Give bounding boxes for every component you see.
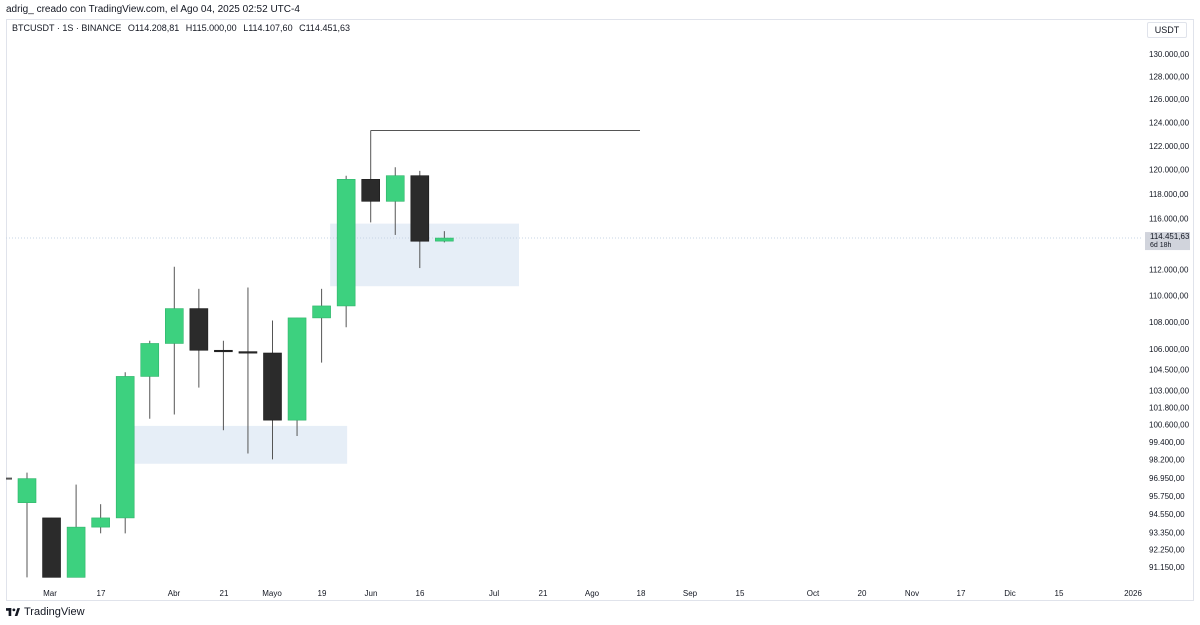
candle-body bbox=[66, 526, 86, 578]
candle-body bbox=[115, 376, 135, 519]
price-tag-bg bbox=[1145, 232, 1190, 251]
open-value: O114.208,81 bbox=[127, 23, 180, 33]
currency-button[interactable]: USDT bbox=[1147, 22, 1187, 38]
candle-body bbox=[263, 352, 282, 421]
price-axis: 130.000,00 128.000,00 126.000,00 124.000,00… bbox=[1149, 50, 1190, 572]
candle-body bbox=[238, 351, 258, 354]
time-tick-label: Nov bbox=[905, 589, 919, 598]
price-tick-label: 95.750,00 bbox=[1149, 492, 1185, 501]
time-axis: Mar 17 Abr 21 Mayo 19 Jun 16 Jul 21 Ago 18 Sep 15 Oct 2… bbox=[43, 589, 1142, 598]
price-tick-label: 104.500,00 bbox=[1149, 366, 1190, 375]
chart-frame bbox=[6, 19, 1194, 601]
ohlc-legend: BTCUSDT · 1S · BINANCE O114.208,81 H115.… bbox=[12, 23, 354, 33]
price-tick-label: 103.000,00 bbox=[1149, 386, 1190, 395]
price-tick-label: 122.000,00 bbox=[1149, 142, 1190, 151]
chart-caption: adrig_ creado con TradingView.com, el Ag… bbox=[6, 4, 300, 15]
price-tag-value: 114.451,63 bbox=[1150, 232, 1190, 241]
time-tick-label: Jun bbox=[365, 589, 378, 598]
close-value: C114.451,63 bbox=[299, 23, 350, 33]
time-tick-label: 18 bbox=[637, 589, 646, 598]
candle-body bbox=[42, 517, 61, 578]
high-value: H115.000,00 bbox=[185, 23, 237, 33]
price-tick-label: 101.800,00 bbox=[1149, 403, 1190, 412]
footer-brand-label: TradingView bbox=[24, 606, 85, 618]
time-tick-label: 2026 bbox=[1124, 589, 1142, 598]
time-tick-label: 17 bbox=[957, 589, 966, 598]
candle-body bbox=[287, 317, 307, 421]
time-tick-label: 16 bbox=[416, 589, 425, 598]
candle-body bbox=[189, 308, 209, 351]
candles-layer bbox=[6, 129, 640, 578]
price-tick-label: 120.000,00 bbox=[1149, 166, 1190, 175]
candle-body bbox=[214, 349, 233, 353]
time-tick-label: Oct bbox=[807, 589, 820, 598]
time-tick-label: 20 bbox=[858, 589, 867, 598]
candle-body bbox=[165, 308, 184, 344]
time-tick-label: 21 bbox=[539, 589, 548, 598]
candle-body bbox=[91, 517, 110, 528]
price-tick-label: 118.000,00 bbox=[1149, 190, 1189, 199]
time-tick-label: Sep bbox=[683, 589, 698, 598]
time-tick-label: 15 bbox=[1055, 589, 1064, 598]
candle-body bbox=[385, 175, 405, 202]
time-tick-label: Dic bbox=[1004, 589, 1016, 598]
candle-body bbox=[140, 343, 160, 377]
price-tick-label: 110.000,00 bbox=[1149, 291, 1189, 300]
time-tick-label: Jul bbox=[489, 589, 499, 598]
price-tick-label: 94.550,00 bbox=[1149, 510, 1185, 519]
candle-body bbox=[435, 237, 454, 242]
time-tick-label: Ago bbox=[585, 589, 600, 598]
time-tick-label: Mar bbox=[43, 589, 57, 598]
price-tag: 114.451,63 6d 18h bbox=[1145, 232, 1190, 251]
candle-body bbox=[410, 175, 430, 242]
price-tick-label: 124.000,00 bbox=[1149, 118, 1190, 127]
candle-body bbox=[361, 179, 381, 202]
price-tick-label: 91.150,00 bbox=[1149, 563, 1185, 572]
time-tick-label: Abr bbox=[168, 589, 181, 598]
price-tick-label: 93.350,00 bbox=[1149, 529, 1185, 538]
candle-body bbox=[312, 305, 331, 319]
tradingview-logo-icon bbox=[6, 607, 20, 616]
price-tick-label: 112.000,00 bbox=[1149, 265, 1189, 274]
price-tag-countdown: 6d 18h bbox=[1150, 242, 1172, 249]
time-tick-label: 17 bbox=[97, 589, 106, 598]
price-tick-label: 126.000,00 bbox=[1149, 95, 1190, 104]
price-tick-label: 106.000,00 bbox=[1149, 345, 1190, 354]
low-value: L114.107,60 bbox=[243, 23, 293, 33]
zones-layer bbox=[133, 223, 519, 464]
price-tick-label: 99.400,00 bbox=[1149, 438, 1185, 447]
price-tick-label: 116.000,00 bbox=[1149, 215, 1189, 224]
time-tick-label: 21 bbox=[220, 589, 229, 598]
symbol-label[interactable]: BTCUSDT · 1S · BINANCE bbox=[12, 23, 122, 33]
price-tick-label: 108.000,00 bbox=[1149, 318, 1190, 327]
price-tick-label: 128.000,00 bbox=[1149, 72, 1190, 81]
price-tick-label: 130.000,00 bbox=[1149, 50, 1190, 59]
price-tick-label: 100.600,00 bbox=[1149, 420, 1190, 429]
candle-body bbox=[17, 478, 37, 503]
price-tick-label: 96.950,00 bbox=[1149, 474, 1185, 483]
time-tick-label: Mayo bbox=[262, 589, 282, 598]
footer-brand[interactable]: TradingView bbox=[6, 606, 85, 618]
time-tick-label: 15 bbox=[736, 589, 745, 598]
supply-demand-zone bbox=[133, 425, 348, 464]
candle-body bbox=[336, 179, 356, 307]
time-tick-label: 19 bbox=[318, 589, 327, 598]
price-tick-label: 92.250,00 bbox=[1149, 546, 1185, 555]
price-tick-label: 98.200,00 bbox=[1149, 455, 1185, 464]
